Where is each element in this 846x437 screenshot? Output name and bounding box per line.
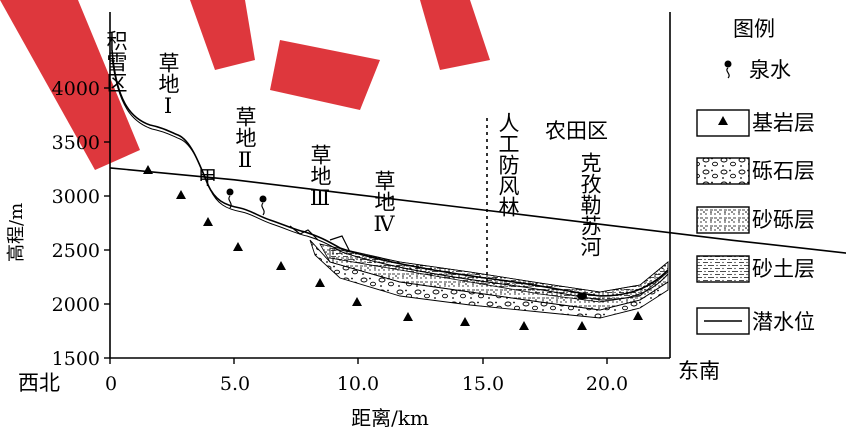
grassland-1-label: 草地Ⅰ bbox=[156, 52, 180, 118]
legend-item-bedrock: 基岩层 bbox=[696, 109, 815, 137]
ground-surface bbox=[111, 49, 669, 301]
grassland-2-label: 草地Ⅱ bbox=[233, 106, 257, 172]
bedrock-triangle bbox=[460, 317, 470, 326]
x-tick-label: 20.0 bbox=[586, 373, 628, 395]
snow-zone-label: 积雪区 bbox=[104, 30, 128, 93]
bedrock-triangle bbox=[519, 321, 529, 330]
shelterbelt-label: 人工防风林 bbox=[496, 112, 520, 217]
legend-item-gravel: 砾石层 bbox=[696, 157, 815, 185]
bedrock-markers bbox=[143, 165, 643, 330]
legend-item-spring: 泉水 bbox=[724, 58, 791, 82]
point-a-label: 甲 bbox=[198, 167, 217, 189]
legend-title: 图例 bbox=[733, 17, 775, 41]
legend: 图例 泉水 基岩层 砾石层 砂砾层 砂土层 bbox=[696, 17, 815, 335]
x-axis-title: 距离/km bbox=[351, 406, 429, 430]
legend-item-sandy-soil: 砂土层 bbox=[696, 255, 815, 283]
y-tick-label: 3500 bbox=[52, 132, 100, 154]
legend-label: 砾石层 bbox=[752, 159, 815, 183]
legend-label: 泉水 bbox=[749, 58, 791, 82]
y-axis-title: 高程/m bbox=[6, 203, 27, 262]
y-tick-label: 3000 bbox=[52, 186, 100, 208]
legend-label: 潜水位 bbox=[752, 310, 815, 334]
river-label: 克孜勒苏河 bbox=[578, 152, 602, 257]
y-tick-label: 2000 bbox=[52, 294, 100, 316]
spring-icon bbox=[226, 188, 234, 209]
river-channel bbox=[577, 292, 587, 300]
watermark bbox=[0, 0, 490, 170]
springs bbox=[226, 188, 267, 216]
bedrock-triangle bbox=[143, 165, 153, 174]
y-tick-label: 2500 bbox=[52, 240, 100, 262]
bedrock-triangle bbox=[176, 190, 186, 199]
grassland-4-label: 草地Ⅳ bbox=[372, 170, 396, 236]
x-tick-label: 0 bbox=[105, 373, 117, 395]
gravel-icon bbox=[696, 157, 750, 185]
gravel-layer bbox=[309, 239, 669, 319]
bedrock-triangle bbox=[403, 312, 413, 321]
y-tick-label: 1500 bbox=[52, 348, 100, 370]
legend-item-water-table: 潜水位 bbox=[696, 307, 815, 335]
bedrock-triangle bbox=[577, 321, 587, 330]
axes bbox=[104, 12, 671, 364]
bedrock-triangle bbox=[352, 297, 362, 306]
bedrock-triangle bbox=[203, 217, 213, 226]
legend-label: 基岩层 bbox=[752, 111, 815, 135]
spring-icon bbox=[259, 195, 267, 216]
sandy-soil-icon bbox=[696, 255, 750, 283]
bedrock-triangle bbox=[276, 261, 286, 270]
x-tick-label: 10.0 bbox=[337, 373, 379, 395]
legend-label: 砂砾层 bbox=[752, 208, 815, 232]
sandy-gravel-icon bbox=[696, 206, 750, 234]
x-tick-label: 15.0 bbox=[462, 373, 504, 395]
legend-item-sandy-gravel: 砂砾层 bbox=[696, 206, 815, 234]
west-direction-label: 西北 bbox=[18, 371, 60, 395]
water-table-line bbox=[109, 167, 846, 254]
farmland-label: 农田区 bbox=[545, 119, 608, 143]
x-tick-label: 5.0 bbox=[220, 373, 250, 395]
spring-icon bbox=[724, 60, 732, 79]
bedrock-triangle bbox=[315, 278, 325, 287]
y-tick-label: 4000 bbox=[52, 78, 100, 100]
bedrock-triangle bbox=[633, 311, 643, 320]
bedrock-triangle bbox=[233, 242, 243, 251]
grassland-3-label: 草地Ⅲ bbox=[308, 144, 332, 210]
east-direction-label: 东南 bbox=[678, 359, 720, 383]
legend-label: 砂土层 bbox=[752, 257, 815, 281]
